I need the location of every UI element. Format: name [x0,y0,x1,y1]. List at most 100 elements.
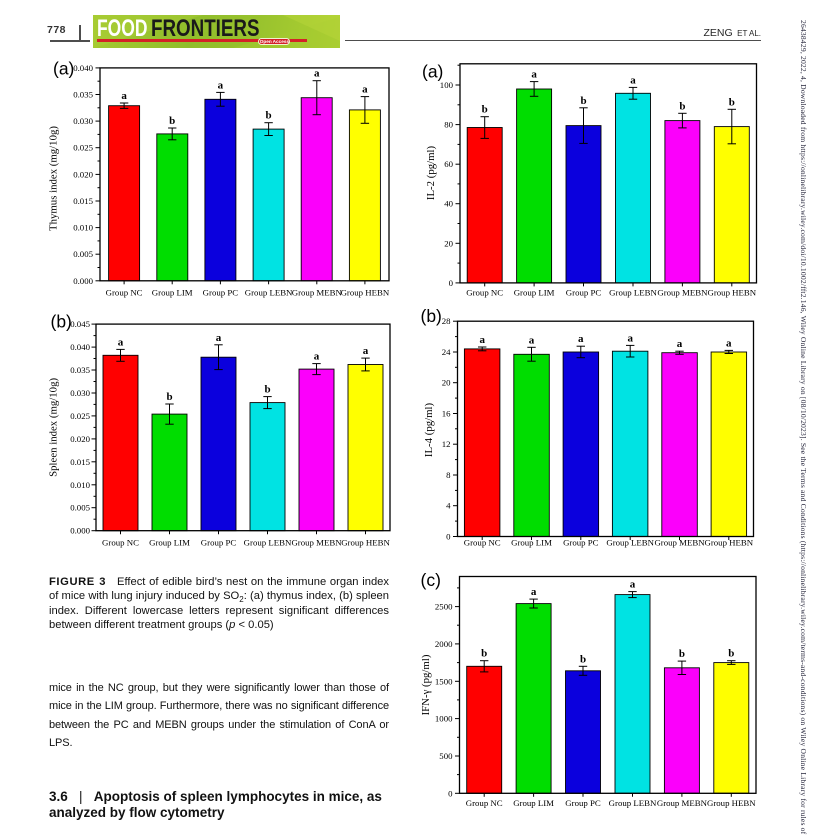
svg-text:28: 28 [442,316,451,326]
svg-text:(a): (a) [422,62,443,82]
svg-text:20: 20 [442,378,451,388]
svg-text:12: 12 [442,439,451,449]
svg-text:0.000: 0.000 [70,526,90,536]
svg-text:Group LEBN: Group LEBN [609,288,657,298]
svg-text:(b): (b) [51,312,72,332]
svg-text:a: a [529,334,535,346]
svg-text:20: 20 [444,238,453,248]
svg-text:Group HEBN: Group HEBN [704,538,753,548]
svg-text:Group LIM: Group LIM [513,798,554,808]
svg-text:0.015: 0.015 [73,196,93,206]
svg-text:0.010: 0.010 [70,480,90,490]
svg-text:a: a [531,586,537,598]
svg-text:Group MEBN: Group MEBN [657,288,708,298]
svg-text:b: b [266,110,272,122]
svg-text:0.040: 0.040 [70,342,90,352]
svg-text:Spleen index (mg/10g): Spleen index (mg/10g) [48,378,60,477]
svg-text:500: 500 [439,751,453,761]
svg-text:Group PC: Group PC [565,798,601,808]
svg-text:Group LIM: Group LIM [511,538,552,548]
svg-text:Group LEBN: Group LEBN [606,538,654,548]
svg-text:Group NC: Group NC [464,538,501,548]
svg-text:0.045: 0.045 [70,319,90,329]
svg-text:0.025: 0.025 [70,411,90,421]
svg-text:0.015: 0.015 [70,457,90,467]
svg-text:Group LEBN: Group LEBN [609,798,657,808]
svg-text:a: a [578,333,584,345]
svg-text:a: a [726,337,732,349]
svg-text:a: a [118,336,124,348]
svg-text:60: 60 [444,159,453,169]
svg-text:(a): (a) [53,59,74,79]
svg-text:0.040: 0.040 [73,63,93,73]
svg-text:0: 0 [446,532,451,542]
svg-text:Group LIM: Group LIM [152,288,193,298]
svg-text:a: a [479,334,485,346]
svg-text:IL-2 (pg/ml): IL-2 (pg/ml) [425,145,437,200]
svg-text:a: a [531,69,537,81]
svg-text:IL-4 (pg/ml): IL-4 (pg/ml) [423,402,435,457]
svg-text:a: a [363,345,369,357]
svg-text:2000: 2000 [435,639,453,649]
svg-text:Group NC: Group NC [102,538,139,548]
svg-text:a: a [314,351,320,363]
svg-text:0.025: 0.025 [73,143,93,153]
svg-text:IFN-γ (pg/ml): IFN-γ (pg/ml) [420,654,432,715]
svg-text:b: b [482,104,488,116]
svg-text:b: b [728,648,734,660]
svg-text:b: b [729,96,735,108]
svg-text:(c): (c) [421,570,441,590]
svg-text:0.020: 0.020 [73,169,93,179]
svg-text:Group PC: Group PC [563,538,599,548]
svg-text:Group MEBN: Group MEBN [657,798,708,808]
svg-text:0.035: 0.035 [70,365,90,375]
svg-text:Group PC: Group PC [201,538,237,548]
svg-text:a: a [362,84,368,96]
svg-text:100: 100 [440,80,454,90]
svg-text:Group PC: Group PC [203,288,239,298]
svg-text:b: b [580,95,586,107]
svg-text:0.005: 0.005 [70,503,90,513]
svg-text:Group NC: Group NC [466,288,503,298]
svg-text:b: b [166,391,172,403]
svg-text:0.035: 0.035 [73,90,93,100]
svg-text:0: 0 [449,278,454,288]
svg-text:2500: 2500 [435,602,453,612]
svg-text:24: 24 [442,347,451,357]
svg-text:a: a [627,332,633,344]
svg-text:16: 16 [442,409,451,419]
svg-text:1500: 1500 [435,676,453,686]
svg-text:b: b [169,115,175,127]
svg-text:Group HEBN: Group HEBN [341,288,390,298]
svg-text:Group MEBN: Group MEBN [291,538,342,548]
svg-text:40: 40 [444,199,453,209]
svg-text:Group HEBN: Group HEBN [341,538,390,548]
svg-text:1000: 1000 [435,714,453,724]
svg-text:80: 80 [444,120,453,130]
svg-text:b: b [481,648,487,660]
svg-text:a: a [218,79,224,91]
svg-text:a: a [121,90,127,102]
svg-text:b: b [264,384,270,396]
svg-text:(b): (b) [421,306,442,326]
svg-text:8: 8 [446,470,451,480]
svg-text:Group HEBN: Group HEBN [707,288,756,298]
svg-text:Group LEBN: Group LEBN [244,538,292,548]
svg-text:a: a [314,68,320,80]
svg-text:Group MEBN: Group MEBN [292,288,343,298]
svg-text:Group LEBN: Group LEBN [245,288,293,298]
svg-text:Group NC: Group NC [106,288,143,298]
svg-text:0.030: 0.030 [73,116,93,126]
svg-text:a: a [677,338,683,350]
svg-text:a: a [630,74,636,86]
svg-text:a: a [630,579,636,591]
svg-text:Group PC: Group PC [566,288,602,298]
svg-text:0.010: 0.010 [73,223,93,233]
svg-text:0: 0 [448,788,453,798]
svg-text:Thymus index (mg/10g): Thymus index (mg/10g) [48,126,60,231]
svg-text:b: b [580,653,586,665]
svg-text:Group LIM: Group LIM [514,288,555,298]
svg-text:4: 4 [446,501,451,511]
svg-text:0.000: 0.000 [73,276,93,286]
svg-text:a: a [216,332,222,344]
